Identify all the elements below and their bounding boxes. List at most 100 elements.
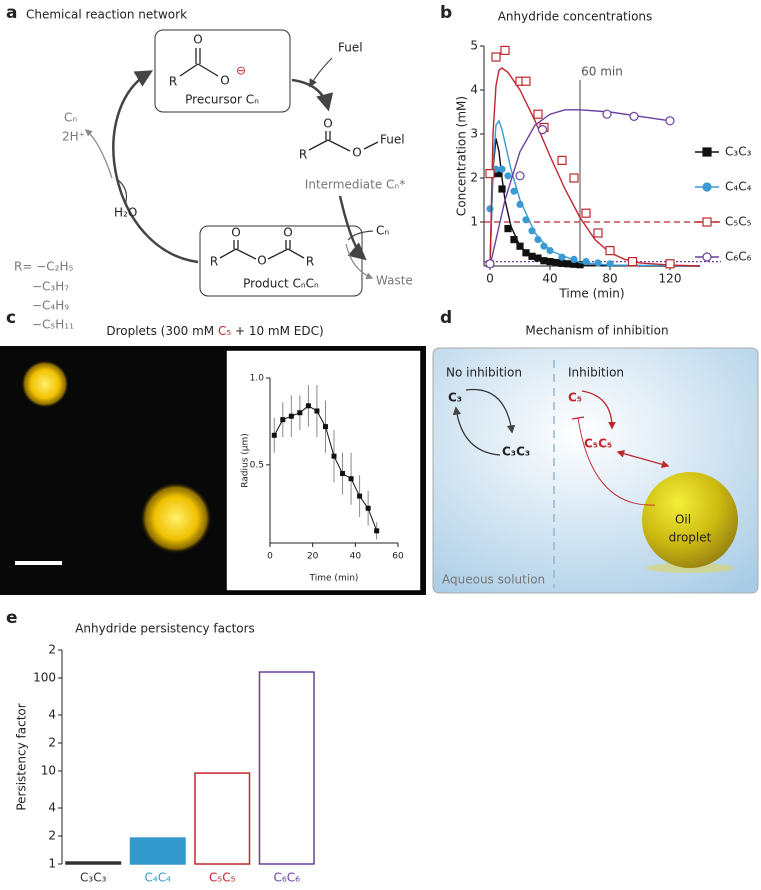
oil-droplet bbox=[642, 472, 738, 568]
y-axis-label: Radius (μm) bbox=[241, 433, 251, 488]
release-arrows bbox=[84, 129, 374, 280]
precursor-box bbox=[154, 29, 291, 113]
bar bbox=[258, 671, 315, 865]
y-tick-label: 1.0 bbox=[250, 374, 265, 384]
x-tick-label: C₅C₅ bbox=[209, 871, 236, 885]
atom: Fuel bbox=[380, 133, 405, 147]
data-point bbox=[540, 257, 548, 265]
y-tick-label: 1 bbox=[470, 215, 478, 229]
title-part: + 10 mM EDC) bbox=[231, 324, 324, 338]
data-point bbox=[516, 242, 524, 250]
data-point bbox=[546, 247, 554, 255]
droplet-image bbox=[140, 482, 212, 554]
data-point bbox=[510, 236, 518, 244]
data-point bbox=[522, 216, 530, 224]
fit-line bbox=[489, 119, 701, 267]
atom: O bbox=[257, 254, 266, 268]
data-point bbox=[627, 257, 638, 267]
y-tick-label: 5 bbox=[470, 39, 478, 53]
data-point bbox=[533, 109, 543, 119]
data-point bbox=[504, 225, 512, 233]
output-label: 2H⁺ bbox=[62, 130, 85, 144]
data-point bbox=[602, 109, 612, 119]
legend-marker bbox=[702, 217, 712, 227]
atom: R bbox=[299, 148, 307, 162]
y-tick-label: 4 bbox=[470, 83, 478, 97]
data-point bbox=[546, 258, 554, 266]
precursor-bonds bbox=[179, 48, 219, 77]
data-point bbox=[348, 476, 354, 482]
data-point bbox=[534, 236, 542, 244]
input-label: Fuel bbox=[338, 41, 363, 55]
legend-label: C₃C₃ bbox=[725, 145, 752, 159]
data-point bbox=[486, 205, 494, 213]
panel-label: e bbox=[6, 608, 18, 628]
r-group: −C₃H₇ bbox=[32, 280, 69, 294]
input-label: H₂O bbox=[114, 206, 137, 220]
cycle-arrows bbox=[112, 70, 367, 264]
title-part: C₅ bbox=[218, 324, 231, 338]
arrows-left bbox=[452, 388, 516, 456]
data-point bbox=[594, 259, 602, 267]
annotation: 60 min bbox=[581, 65, 623, 79]
panel-label: b bbox=[440, 3, 452, 23]
panel-label: d bbox=[440, 308, 452, 328]
data-point bbox=[485, 169, 495, 179]
y-tick-label: 2 bbox=[48, 643, 56, 657]
y-tick-label: 10 bbox=[41, 763, 56, 777]
data-point bbox=[288, 413, 294, 419]
x-tick-label: C₄C₄ bbox=[145, 871, 172, 885]
y-tick-label: 2 bbox=[470, 171, 478, 185]
y-tick-label: 4 bbox=[48, 801, 56, 815]
data-point bbox=[537, 125, 548, 135]
data-point bbox=[357, 493, 363, 499]
data-point bbox=[485, 259, 495, 269]
data-point bbox=[582, 258, 590, 266]
x-tick-label: 20 bbox=[307, 552, 319, 562]
data-point bbox=[581, 208, 591, 218]
bar bbox=[65, 861, 122, 865]
atom: O bbox=[220, 74, 229, 88]
inset bbox=[225, 349, 422, 592]
data-point bbox=[558, 253, 566, 261]
data-point bbox=[374, 528, 380, 534]
data-point bbox=[521, 76, 531, 86]
x-tick-label: C₆C₆ bbox=[274, 871, 301, 885]
atom: O bbox=[352, 146, 361, 160]
x-axis-label: Time (min) bbox=[558, 287, 624, 301]
atom: R bbox=[210, 255, 218, 269]
data-point bbox=[629, 111, 639, 122]
node-label: Intermediate Cₙ* bbox=[305, 178, 405, 192]
atom: O bbox=[283, 226, 292, 240]
data-point bbox=[552, 258, 560, 267]
legend-marker bbox=[702, 252, 712, 262]
data-point bbox=[498, 165, 506, 173]
data-point bbox=[305, 403, 311, 409]
data-point bbox=[576, 261, 584, 269]
data-point bbox=[534, 254, 542, 262]
data-point bbox=[569, 173, 579, 183]
droplet-image bbox=[21, 360, 69, 408]
x-axis-label: Time (min) bbox=[309, 574, 359, 584]
atom: O bbox=[323, 117, 332, 131]
data-point bbox=[522, 249, 530, 257]
data-point bbox=[570, 255, 578, 263]
atom: R bbox=[306, 255, 314, 269]
atom: O bbox=[193, 33, 202, 47]
x-tick-label: 60 bbox=[392, 552, 404, 562]
panel-title: Chemical reaction network bbox=[26, 8, 187, 22]
arrows-right bbox=[571, 390, 670, 506]
data-point bbox=[271, 432, 277, 438]
x-tick-label: 120 bbox=[659, 272, 682, 286]
species: C₃ bbox=[448, 391, 462, 405]
x-tick-label: 40 bbox=[350, 552, 362, 562]
x-tick-label: 40 bbox=[542, 272, 557, 286]
data-point bbox=[498, 185, 506, 193]
legend-label: C₅C₅ bbox=[725, 215, 752, 229]
panel-c: Droplets (300 mM C₅ + 10 mM EDC) bbox=[0, 324, 426, 595]
species: C₅ bbox=[568, 391, 582, 405]
intermediate-bonds bbox=[308, 131, 379, 152]
data-point bbox=[665, 116, 675, 126]
r-group: −C₄H₉ bbox=[32, 299, 69, 313]
fit-line bbox=[489, 109, 671, 267]
